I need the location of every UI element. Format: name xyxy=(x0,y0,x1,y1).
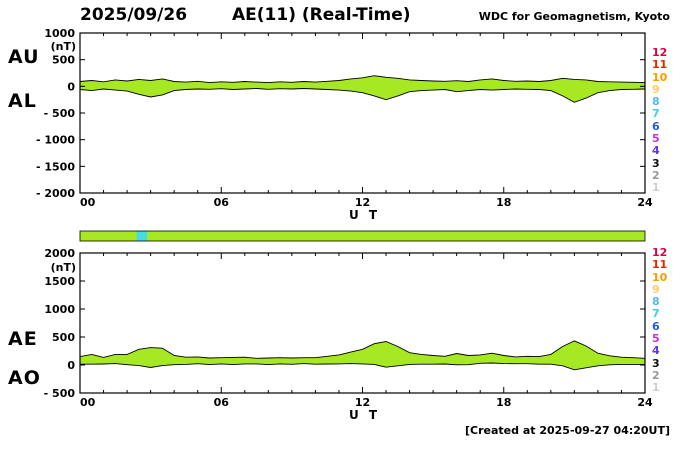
au-trace xyxy=(79,75,646,84)
x-tick-label: 18 xyxy=(496,196,511,209)
y-tick-label: 1500 xyxy=(44,275,75,288)
station-number-5: 5 xyxy=(652,332,660,346)
station-number-11: 11 xyxy=(652,58,668,72)
station-number-9: 9 xyxy=(652,282,660,296)
availability-segment xyxy=(136,231,148,241)
ae-trace xyxy=(79,340,646,359)
y-tick-label: - 1500 xyxy=(36,160,75,173)
station-number-5: 5 xyxy=(652,132,660,146)
station-number-7: 7 xyxy=(652,307,660,321)
station-number-6: 6 xyxy=(652,119,660,133)
x-tick-label: 06 xyxy=(214,396,230,409)
station-number-2: 2 xyxy=(652,368,660,382)
x-axis-label-top: U T xyxy=(349,208,381,222)
y-axis-unit-bottom: (nT) xyxy=(50,261,76,274)
panel-au-al: 1000 500 0 - 500 - 1000 - 1500 - 2000 00 06 12 18 2… xyxy=(36,27,653,209)
x-axis-label-bottom: U T xyxy=(349,408,381,422)
y-tick-label: - 1000 xyxy=(36,134,75,147)
x-tick-label: 24 xyxy=(637,196,653,209)
panel-ae-ao: 2000 1500 1000 500 0 - 500 00 06 12 18 24 xyxy=(44,247,653,409)
y-tick-label: 2000 xyxy=(44,247,75,260)
y-tick-label: - 500 xyxy=(44,107,76,120)
y-tick-label: 0 xyxy=(67,359,75,372)
y-tick-label: 500 xyxy=(52,331,75,344)
au-axis-label: AU xyxy=(8,46,40,68)
availability-segment xyxy=(80,231,645,241)
y-tick-label: 1000 xyxy=(44,27,75,40)
y-tick-label: 0 xyxy=(67,80,75,93)
station-number-4: 4 xyxy=(652,344,660,358)
station-number-12: 12 xyxy=(652,246,668,259)
x-tick-label: 12 xyxy=(355,396,370,409)
y-tick-label: 500 xyxy=(52,54,75,67)
x-tick-label: 00 xyxy=(80,396,96,409)
ae-axis-label: AE xyxy=(8,328,38,350)
x-tick-label: 00 xyxy=(80,196,96,209)
station-number-10: 10 xyxy=(652,270,668,284)
availability-bar-border xyxy=(79,230,646,242)
al-axis-label: AL xyxy=(8,90,37,112)
page-title: AE(11) (Real-Time) xyxy=(232,5,411,25)
station-number-9: 9 xyxy=(652,82,660,96)
x-tick-label: 12 xyxy=(355,196,370,209)
ae-ao-band xyxy=(80,340,645,370)
y-tick-label: - 500 xyxy=(44,387,76,400)
ao-trace xyxy=(80,362,645,371)
station-number-3: 3 xyxy=(652,356,660,370)
station-number-10: 10 xyxy=(652,70,668,84)
station-number-11: 11 xyxy=(652,258,668,272)
station-number-8: 8 xyxy=(652,95,660,109)
y-axis-unit-top: (nT) xyxy=(50,40,76,53)
y-tick-label: - 2000 xyxy=(36,187,75,200)
al-trace xyxy=(79,88,646,103)
station-legend-top: 12 11 10 9 8 7 6 5 4 3 2 1 xyxy=(652,46,668,195)
x-tick-label: 06 xyxy=(214,196,230,209)
station-number-1: 1 xyxy=(652,181,660,195)
data-source-label: WDC for Geomagnetism, Kyoto xyxy=(478,10,670,23)
station-number-4: 4 xyxy=(652,144,660,158)
x-tick-label: 24 xyxy=(637,396,653,409)
y-tick-label: 1000 xyxy=(44,303,75,316)
ao-axis-label: AO xyxy=(8,367,41,389)
x-tick-label: 18 xyxy=(496,396,511,409)
station-number-7: 7 xyxy=(652,107,660,121)
station-number-12: 12 xyxy=(652,46,668,59)
availability-bar xyxy=(79,230,646,242)
station-number-2: 2 xyxy=(652,168,660,182)
plot-frame xyxy=(79,32,646,194)
station-number-6: 6 xyxy=(652,319,660,333)
au-al-band xyxy=(80,75,645,103)
plot-frame xyxy=(79,252,646,394)
station-number-3: 3 xyxy=(652,156,660,170)
station-legend-bottom: 12 11 10 9 8 7 6 5 4 3 2 1 xyxy=(652,246,668,395)
plot-date: 2025/09/26 xyxy=(80,5,188,25)
station-number-8: 8 xyxy=(652,295,660,309)
station-number-1: 1 xyxy=(652,381,660,395)
created-timestamp: [Created at 2025-09-27 04:20UT] xyxy=(464,424,670,437)
